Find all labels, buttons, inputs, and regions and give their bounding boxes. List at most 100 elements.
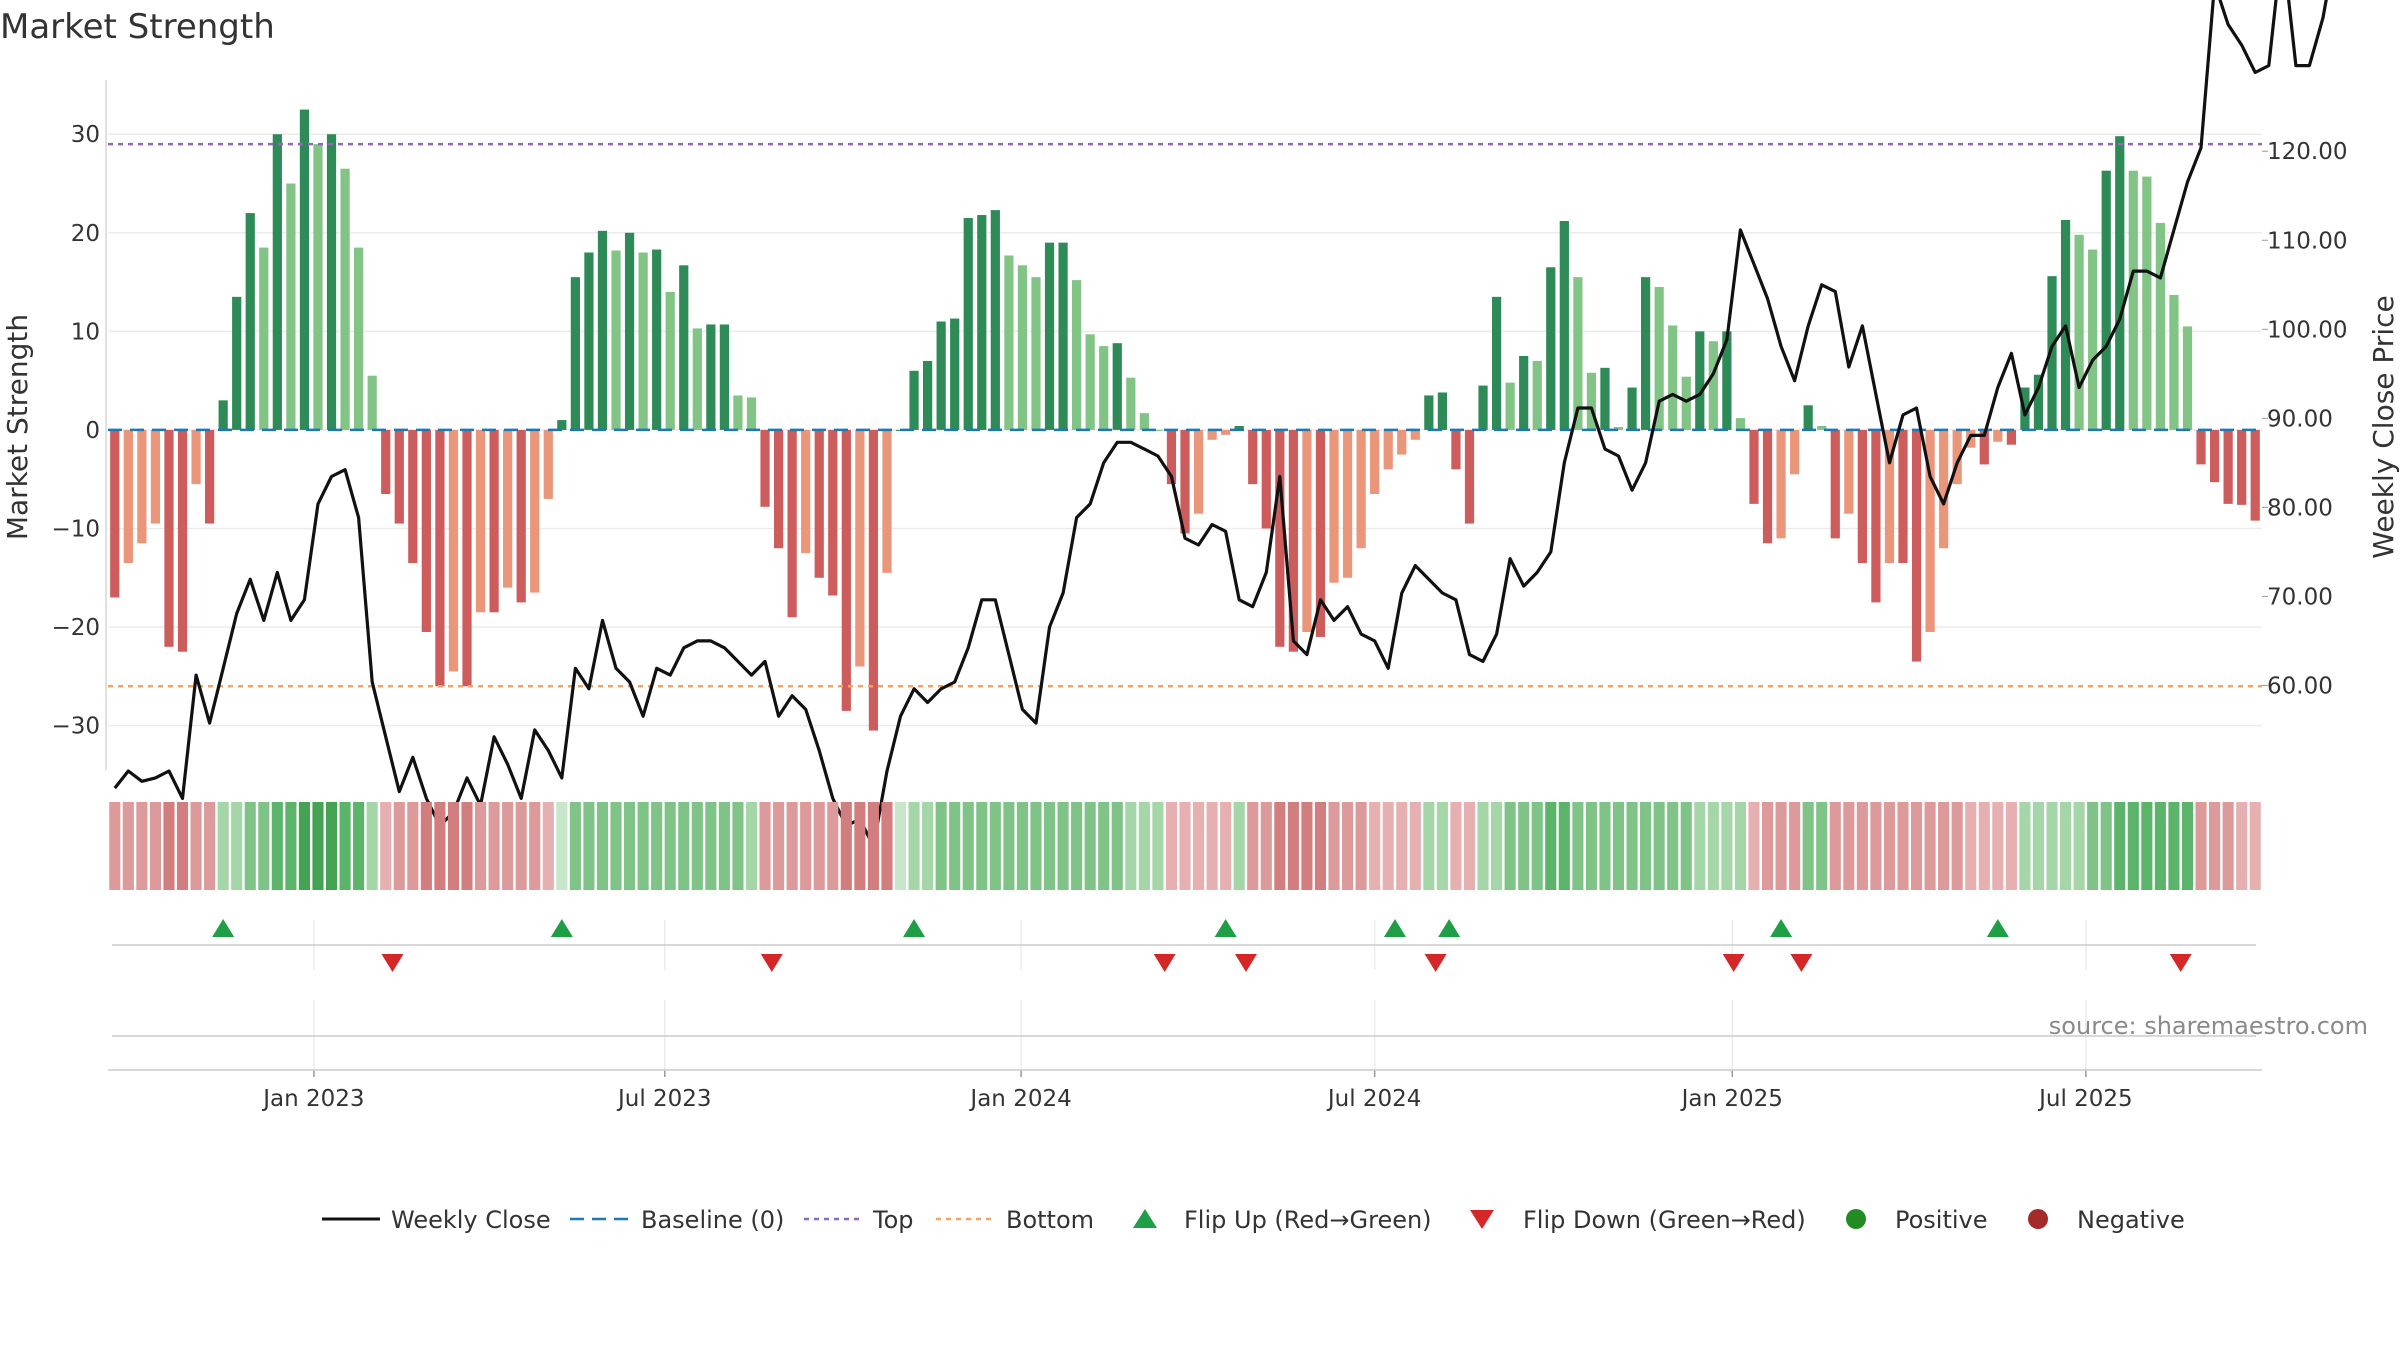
state-cell — [176, 802, 189, 890]
state-cell — [678, 802, 690, 890]
strength-bar — [204, 429, 215, 524]
source-text: source: sharemaestro.com — [2049, 1012, 2368, 1040]
state-cell — [1789, 802, 1801, 890]
state-cell — [474, 802, 487, 890]
strength-bar — [1532, 360, 1542, 430]
flip-down-marker — [1153, 954, 1176, 972]
strength-bar — [1315, 429, 1326, 637]
strength-bar — [2074, 234, 2084, 430]
state-cell — [1870, 802, 1882, 890]
strength-bar — [652, 249, 662, 430]
strength-bar — [1668, 325, 1678, 430]
state-cell — [1436, 802, 1448, 890]
state-cell — [461, 802, 473, 890]
strength-bar — [2115, 136, 2125, 430]
strength-bar — [2169, 294, 2179, 430]
state-cell — [1761, 802, 1774, 890]
strength-bar — [2088, 249, 2098, 430]
state-cell — [244, 802, 256, 890]
state-cell — [2005, 802, 2017, 890]
state-cell — [935, 802, 947, 890]
legend-label: Baseline (0) — [641, 1206, 784, 1234]
strength-bar — [503, 429, 513, 588]
state-cell — [1572, 802, 1584, 890]
strength-bar — [1600, 367, 1610, 430]
state-cell — [827, 802, 839, 890]
strength-bar — [733, 395, 743, 430]
strength-bar — [679, 265, 689, 430]
strength-bar — [1478, 385, 1488, 430]
strength-bar — [719, 324, 730, 430]
state-cell — [1775, 802, 1787, 890]
state-cell — [691, 802, 703, 890]
state-cell — [285, 802, 297, 890]
state-cell — [745, 802, 758, 890]
state-cell — [1897, 802, 1909, 890]
state-cell — [976, 802, 988, 890]
flip-up-marker — [903, 919, 926, 937]
strength-bar — [611, 250, 621, 430]
state-cell — [1463, 802, 1476, 890]
legend-label: Positive — [1895, 1206, 1988, 1234]
strength-bar — [1044, 242, 1055, 430]
state-cell — [1924, 802, 1936, 890]
strength-bars — [110, 109, 2260, 731]
strength-bar — [1749, 429, 1759, 504]
state-cell — [1287, 802, 1299, 890]
state-cell — [1518, 802, 1530, 890]
reference-lines — [108, 142, 2262, 688]
state-cell — [1396, 802, 1408, 890]
state-cell — [556, 802, 568, 890]
state-cell — [1491, 802, 1503, 890]
state-cell — [1192, 802, 1205, 890]
state-cell — [1734, 802, 1746, 890]
strength-bar — [177, 429, 188, 652]
state-cell — [380, 802, 392, 890]
state-cell — [1816, 802, 1828, 890]
strength-bar — [1790, 429, 1800, 475]
state-cell — [1260, 802, 1272, 890]
strength-bar — [1844, 429, 1854, 514]
strength-bar — [1085, 334, 1095, 430]
state-cell — [2195, 802, 2207, 890]
state-cell — [854, 802, 866, 890]
state-cell — [1843, 802, 1855, 890]
right-tick-label: 90.00 — [2267, 406, 2333, 432]
strength-bar — [1776, 429, 1786, 539]
state-cell — [325, 802, 338, 890]
state-cell — [1220, 802, 1232, 890]
state-cell — [1531, 802, 1543, 890]
state-cell — [1179, 802, 1191, 890]
right-axis: 120.00 110.00 100.00 90.00 80.00 70.00 60.00 — [2262, 139, 2347, 699]
price-line — [113, 0, 2328, 849]
flip-down-marker — [1424, 954, 1447, 972]
strength-bar — [462, 429, 472, 687]
state-cell — [1558, 802, 1570, 890]
right-axis-label: Weekly Close Price — [2367, 295, 2400, 558]
left-tick-label: 10 — [71, 319, 100, 345]
legend-symbol-flip-down — [1470, 1210, 1494, 1229]
strength-bar — [1342, 429, 1353, 578]
strength-bar — [760, 429, 770, 507]
state-cell — [1233, 802, 1245, 890]
state-cell — [502, 802, 514, 890]
state-cell — [949, 802, 961, 890]
right-tick-label: 60.00 — [2267, 673, 2333, 699]
state-cell — [786, 802, 798, 890]
strength-bar — [1383, 429, 1393, 470]
state-cell — [894, 802, 907, 890]
flip-up-marker — [1438, 919, 1461, 937]
strength-bar — [584, 252, 594, 430]
state-cell — [488, 802, 500, 890]
state-cell — [1328, 802, 1340, 890]
state-cell — [922, 802, 934, 890]
state-cell — [1653, 802, 1665, 890]
strength-bar — [1356, 429, 1366, 549]
strength-bar — [2033, 374, 2044, 430]
state-cell — [1856, 802, 1868, 890]
strength-bar — [1397, 429, 1407, 455]
state-cell — [1829, 802, 1841, 890]
strength-bar — [1952, 429, 1962, 485]
strength-bar — [922, 360, 933, 430]
state-cell — [1274, 802, 1286, 890]
